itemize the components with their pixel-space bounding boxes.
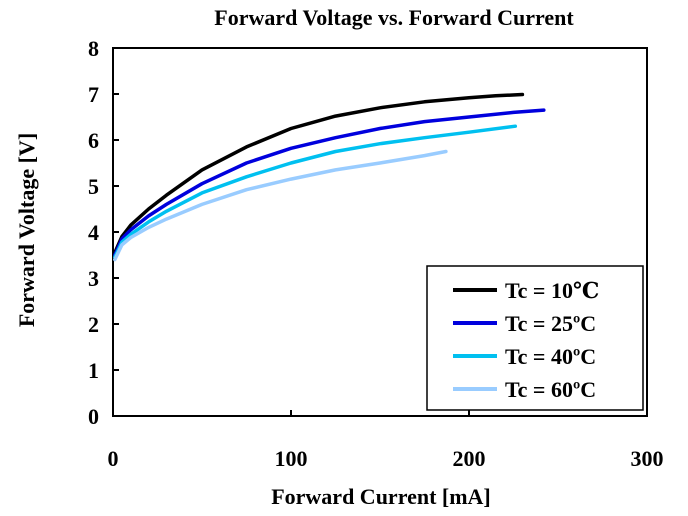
chart-title: Forward Voltage vs. Forward Current <box>214 5 574 30</box>
y-tick-label: 6 <box>88 128 99 153</box>
x-tick-label: 0 <box>108 446 119 471</box>
legend-label-3: Tc = 40ºC <box>505 344 596 369</box>
y-axis-title: Forward Voltage [V] <box>14 133 39 327</box>
y-tick-label: 7 <box>88 82 99 107</box>
legend-label-4: Tc = 60ºC <box>505 377 596 402</box>
x-tick-label: 300 <box>631 446 664 471</box>
x-tick-label: 200 <box>453 446 486 471</box>
x-axis-title: Forward Current [mA] <box>271 484 491 509</box>
legend-label-1: Tc = 10℃ <box>505 278 599 303</box>
series-line-3 <box>113 124 518 260</box>
y-tick-label: 0 <box>88 404 99 429</box>
series-line-4 <box>113 149 448 262</box>
y-tick-label: 1 <box>88 358 99 383</box>
y-tick-label: 8 <box>88 36 99 61</box>
y-tick-label: 2 <box>88 312 99 337</box>
x-tick-label: 100 <box>275 446 308 471</box>
series-line-2 <box>113 108 546 257</box>
plot-area: 0 1 2 3 4 5 6 7 8 0 100 200 300 Tc = 10℃ Tc = 25ºC Tc =… <box>88 36 664 471</box>
y-tick-label: 3 <box>88 266 99 291</box>
legend-label-2: Tc = 25ºC <box>505 311 596 336</box>
y-tick-label: 4 <box>88 220 99 245</box>
series-line-1 <box>113 92 525 255</box>
y-tick-label: 5 <box>88 174 99 199</box>
